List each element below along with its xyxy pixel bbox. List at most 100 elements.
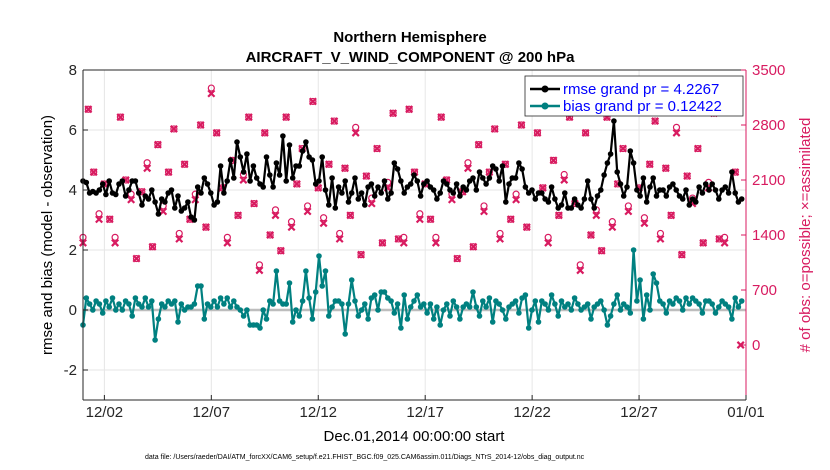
bias-point — [555, 313, 561, 319]
obs-possible-marker — [517, 121, 526, 129]
rmse-point — [552, 196, 558, 202]
obs-assimilated-marker — [624, 207, 633, 216]
bias-point — [735, 304, 742, 310]
rmse-point — [588, 196, 594, 202]
obs-possible-marker — [164, 168, 173, 176]
bias-point — [529, 307, 535, 313]
x-tick-label: 12/12 — [299, 404, 337, 421]
obs-assimilated-marker — [127, 195, 136, 204]
bias-point — [512, 298, 519, 304]
obs-assimilated-marker — [399, 238, 408, 247]
bias-point — [421, 301, 427, 307]
bias-point — [217, 295, 224, 301]
obs-assimilated-marker — [346, 211, 355, 220]
x-tick-label: 12/27 — [620, 404, 658, 421]
rmse-point — [693, 199, 699, 205]
obs-assimilated-marker — [683, 172, 692, 181]
bias-point — [542, 301, 548, 307]
obs-assimilated-marker — [474, 140, 483, 149]
bias-point — [407, 304, 414, 310]
bias-point — [155, 316, 162, 322]
obs-assimilated-marker — [239, 176, 248, 184]
rmse-point — [493, 166, 499, 172]
rmse-point — [152, 199, 158, 205]
bias-series — [80, 247, 745, 343]
bias-point — [414, 292, 421, 298]
rmse-point — [224, 178, 230, 184]
rmse-point — [663, 193, 670, 199]
bias-point — [601, 307, 607, 313]
obs-assimilated-marker — [335, 234, 344, 243]
bias-point — [260, 307, 267, 313]
obs-assimilated-marker — [667, 211, 676, 220]
bias-point — [444, 301, 450, 307]
obs-assimilated-marker — [276, 246, 285, 255]
rmse-point — [499, 163, 506, 169]
bias-point — [424, 310, 430, 316]
obs-assimilated-marker — [324, 160, 333, 169]
obs-possible-marker — [202, 223, 210, 231]
obs-possible-marker — [608, 218, 616, 226]
rmse-point — [529, 187, 535, 193]
rmse-point — [198, 190, 204, 196]
obs-assimilated-marker — [522, 223, 531, 232]
obs-possible-marker — [303, 202, 312, 210]
obs-assimilated-marker — [736, 341, 745, 349]
obs-assimilated-marker — [373, 144, 382, 153]
x-tick-label: 12/07 — [193, 404, 231, 421]
bias-point — [480, 298, 486, 304]
bias-point — [152, 337, 158, 343]
rmse-point — [119, 178, 126, 184]
rmse-point — [653, 193, 660, 199]
obs-possible-marker — [223, 233, 231, 241]
bias-point — [149, 298, 155, 304]
bias-point — [457, 316, 463, 322]
obs-possible-marker — [277, 247, 285, 255]
obs-assimilated-marker — [341, 164, 349, 173]
obs-possible-marker — [405, 105, 413, 113]
rmse-point — [352, 175, 358, 181]
obs-possible-marker — [549, 156, 558, 164]
bias-point — [548, 292, 555, 298]
bias-point — [434, 304, 440, 310]
obs-possible-marker — [90, 168, 98, 176]
obs-possible-marker — [175, 229, 183, 238]
bias-point — [326, 313, 332, 319]
rmse-point — [696, 184, 702, 190]
obs-possible-marker — [560, 170, 568, 179]
x-tick-label: 01/01 — [727, 404, 765, 421]
obs-assimilated-marker — [426, 215, 435, 224]
rmse-point — [545, 199, 552, 205]
obs-possible-marker — [598, 247, 606, 255]
rmse-point — [637, 193, 643, 199]
rmse-point — [532, 196, 539, 202]
rmse-point — [594, 193, 601, 199]
rmse-point — [568, 205, 575, 211]
bias-point — [447, 313, 453, 319]
rmse-point — [303, 139, 309, 145]
obs-possible-marker — [587, 231, 595, 239]
bias-point — [516, 310, 522, 316]
obs-assimilated-marker — [164, 168, 173, 177]
rmse-point — [522, 184, 529, 190]
rmse-point — [607, 151, 614, 157]
rmse-point — [247, 178, 253, 184]
rmse-point — [280, 133, 286, 139]
rmse-point — [345, 199, 352, 205]
obs-assimilated-marker — [292, 179, 301, 188]
bias-point — [162, 304, 168, 310]
obs-possible-marker — [699, 239, 707, 247]
obs-possible-marker — [619, 144, 627, 153]
rmse-point — [96, 187, 103, 193]
obs-possible-marker — [143, 159, 151, 167]
bias-point — [358, 307, 365, 313]
bias-point — [535, 319, 542, 325]
bias-point — [489, 319, 496, 325]
bias-point — [437, 322, 444, 328]
rmse-point — [335, 184, 342, 190]
rmse-point — [702, 181, 709, 187]
rmse-point — [712, 187, 719, 193]
bias-point — [391, 310, 398, 316]
bias-point — [191, 301, 198, 307]
obs-assimilated-marker — [581, 128, 590, 137]
